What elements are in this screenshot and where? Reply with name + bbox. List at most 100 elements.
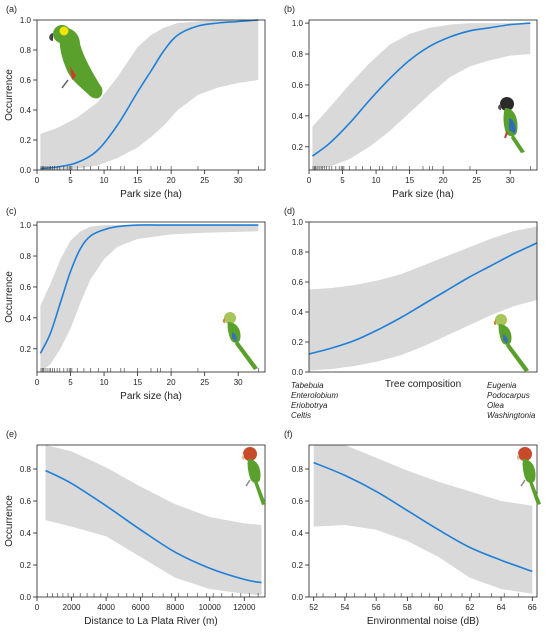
fitted-curve [308, 242, 538, 355]
fitted-curve [311, 22, 531, 157]
y-tick-label: 0.0 [292, 368, 304, 377]
y-axis-title: Occurrence [4, 69, 15, 121]
panel-label: (d) [284, 206, 295, 216]
parakeet-beak [493, 320, 496, 325]
y-tick-label: 0.6 [20, 497, 32, 506]
parakeet-leg [245, 479, 251, 487]
genus-label-left: Eriobotrya [291, 401, 328, 410]
parakeet-head [500, 97, 514, 111]
y-tick-label: 0.2 [292, 143, 304, 152]
mitred-parakeet-icon [516, 447, 541, 505]
plot-frame [308, 221, 538, 373]
y-tick-label: 0.2 [20, 136, 32, 145]
x-axis-title: Tree composition [385, 379, 461, 390]
parakeet-body [247, 459, 261, 483]
x-tick-label: 20 [167, 378, 176, 387]
x-tick-label: 25 [200, 176, 209, 185]
parakeet-beak [498, 104, 501, 110]
x-tick-label: 54 [340, 603, 349, 612]
parrot-beak [49, 33, 53, 41]
x-tick-label: 6000 [132, 603, 150, 612]
panel-label: (a) [6, 4, 17, 14]
parakeet-beak [241, 454, 244, 460]
x-axis-title: Environmental noise (dB) [367, 616, 479, 627]
fitted-curve [313, 461, 533, 573]
parakeet-wing [509, 118, 516, 134]
monk-parakeet-icon [222, 312, 258, 370]
y-tick-label: 1.0 [20, 221, 32, 230]
parakeet-beak [516, 454, 519, 460]
x-tick-label: 15 [133, 378, 142, 387]
plot-frame [308, 444, 538, 598]
y-tick-label: 0.8 [20, 465, 32, 474]
confidence-band [40, 20, 259, 170]
genus-label-right: Podocarpus [487, 391, 530, 400]
x-tick-label: 64 [497, 603, 506, 612]
y-tick-label: 0.4 [20, 106, 32, 115]
parakeet-head [224, 312, 236, 324]
genus-label-left: Celtis [291, 411, 311, 420]
x-tick-label: 30 [506, 176, 515, 185]
x-tick-label: 25 [200, 378, 209, 387]
x-tick-label: 10 [372, 176, 381, 185]
x-tick-label: 62 [465, 603, 474, 612]
panel-label: (b) [284, 4, 295, 14]
y-tick-label: 0.2 [20, 345, 32, 354]
chart-panel-b: 0.2 0.4 0.6 0.8 1.0 0 5 10 15 20 25 30 Park size (ha… [284, 4, 538, 200]
parakeet-wing [503, 334, 508, 344]
x-tick-label: 10 [100, 176, 109, 185]
parakeet-tail [254, 478, 266, 505]
parakeet-tail [235, 340, 258, 370]
parakeet-wing [232, 332, 237, 342]
fitted-curve [40, 19, 259, 170]
y-tick-label: 0.8 [292, 50, 304, 59]
x-tick-label: 0 [307, 176, 312, 185]
y-tick-label: 0.8 [20, 46, 32, 55]
x-tick-label: 0 [35, 176, 40, 185]
parakeet-beak [222, 318, 225, 323]
parakeet-tail [506, 342, 529, 372]
x-tick-label: 30 [234, 378, 243, 387]
genus-label-left: Tabebuia [291, 381, 324, 390]
parakeet-body [227, 322, 241, 343]
x-tick-label: 0 [35, 603, 40, 612]
x-tick-label: 10000 [199, 603, 222, 612]
x-tick-label: 25 [472, 176, 481, 185]
y-tick-label: 0.6 [20, 283, 32, 292]
fitted-curve [39, 224, 259, 354]
y-tick-label: 0.4 [292, 529, 304, 538]
parrot-wing-patch [70, 66, 76, 80]
y-tick-label: 0.4 [292, 112, 304, 121]
y-tick-label: 0.0 [20, 166, 32, 175]
panel-label: (c) [6, 206, 17, 216]
y-tick-label: 0.6 [20, 76, 32, 85]
parakeet-thigh [504, 131, 508, 139]
parakeet-tail [511, 134, 525, 153]
mitred-parakeet-icon [241, 447, 266, 505]
genus-label-right: Olea [487, 401, 504, 410]
chart-panel-f: 0.0 0.2 0.4 0.6 0.8 52 54 56 58 60 62 64 66 Environme… [284, 429, 541, 627]
parakeet-body [498, 324, 512, 345]
plot-frame [36, 444, 266, 598]
y-tick-label: 0.4 [20, 314, 32, 323]
parakeet-head [518, 447, 532, 461]
chart-panel-a: 0.0 0.2 0.4 0.6 0.8 1.0 0 5 10 15 20 25 30 Park size … [4, 4, 266, 200]
parrot-crown [59, 26, 69, 36]
y-tick-label: 1.0 [20, 16, 32, 25]
parakeet-leg [520, 479, 526, 487]
y-tick-label: 0.4 [292, 308, 304, 317]
panel-label: (e) [6, 429, 17, 439]
y-tick-label: 0.8 [292, 465, 304, 474]
parrot-leg [61, 79, 69, 89]
parakeet-body [522, 459, 536, 483]
chart-panel-c: 0.2 0.4 0.6 0.8 1.0 0 5 10 15 20 25 30 Park size (ha… [4, 206, 266, 402]
panel-label: (f) [284, 429, 293, 439]
y-tick-label: 0.2 [292, 338, 304, 347]
x-axis-title: Park size (ha) [120, 189, 182, 200]
x-tick-label: 60 [434, 603, 443, 612]
parrot-body [59, 27, 103, 99]
x-tick-label: 5 [340, 176, 345, 185]
confidence-band [45, 445, 262, 596]
y-tick-label: 1.0 [292, 218, 304, 227]
